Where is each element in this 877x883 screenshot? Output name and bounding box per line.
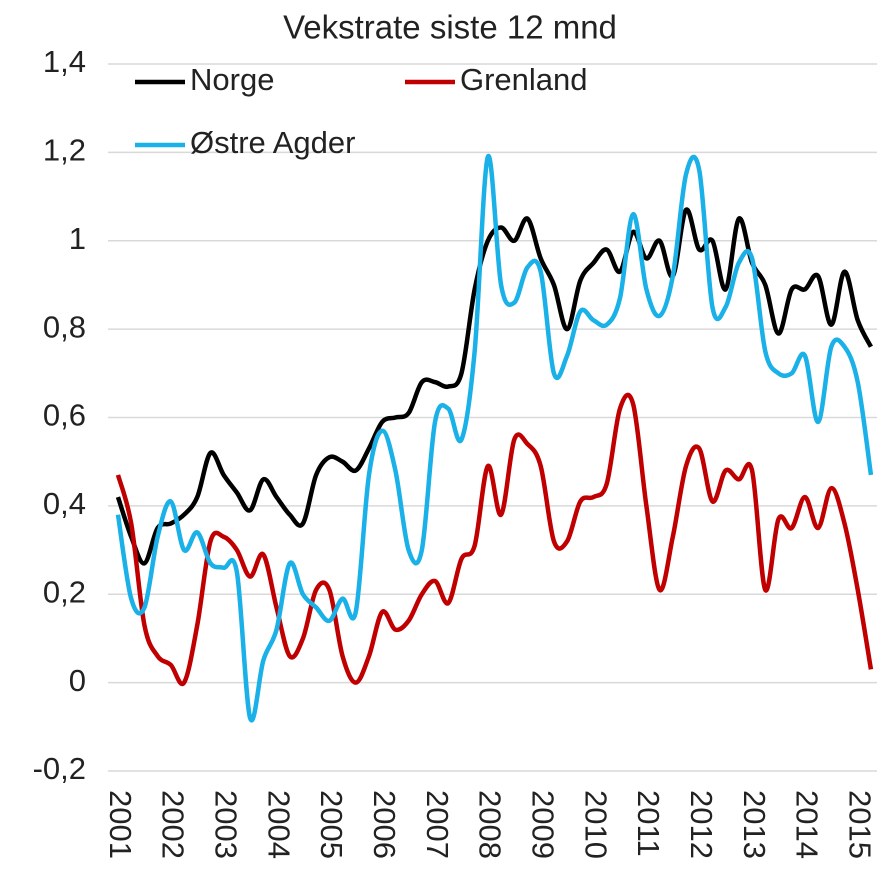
x-tick-label: 2008	[473, 790, 508, 859]
x-tick-label: 2003	[208, 790, 243, 859]
x-tick-label: 2004	[261, 790, 296, 859]
x-tick-label: 2007	[420, 790, 455, 859]
x-tick-label: 2010	[578, 790, 613, 859]
x-tick-label: 2005	[314, 790, 349, 859]
y-tick-label: 0,8	[43, 309, 86, 344]
x-tick-label: 2001	[103, 790, 138, 859]
y-tick-label: 1,2	[43, 133, 86, 168]
x-tick-label: 2013	[737, 790, 772, 859]
y-tick-label: 0	[69, 663, 86, 698]
x-tick-label: 2015	[843, 790, 877, 859]
line-series	[115, 154, 874, 723]
y-tick-label: 1,4	[43, 44, 86, 79]
x-tick-label: 2006	[367, 790, 402, 859]
y-tick-label: 1	[69, 221, 86, 256]
y-tick-label: 0,6	[43, 398, 86, 433]
y-tick-label: 0,2	[43, 574, 86, 609]
legend-label: Østre Agder	[190, 125, 355, 160]
x-tick-label: 2014	[790, 790, 825, 859]
legend-label: Norge	[190, 62, 274, 97]
y-tick-label: -0,2	[33, 751, 86, 786]
line-series	[115, 392, 874, 687]
x-tick-label: 2012	[684, 790, 719, 859]
chart-title: Vekstrate siste 12 mnd	[283, 9, 617, 46]
x-tick-label: 2009	[526, 790, 561, 859]
x-tick-label: 2002	[156, 790, 191, 859]
y-tick-label: 0,4	[43, 486, 86, 521]
x-tick-label: 2011	[631, 790, 666, 857]
legend-label: Grenland	[460, 62, 588, 97]
